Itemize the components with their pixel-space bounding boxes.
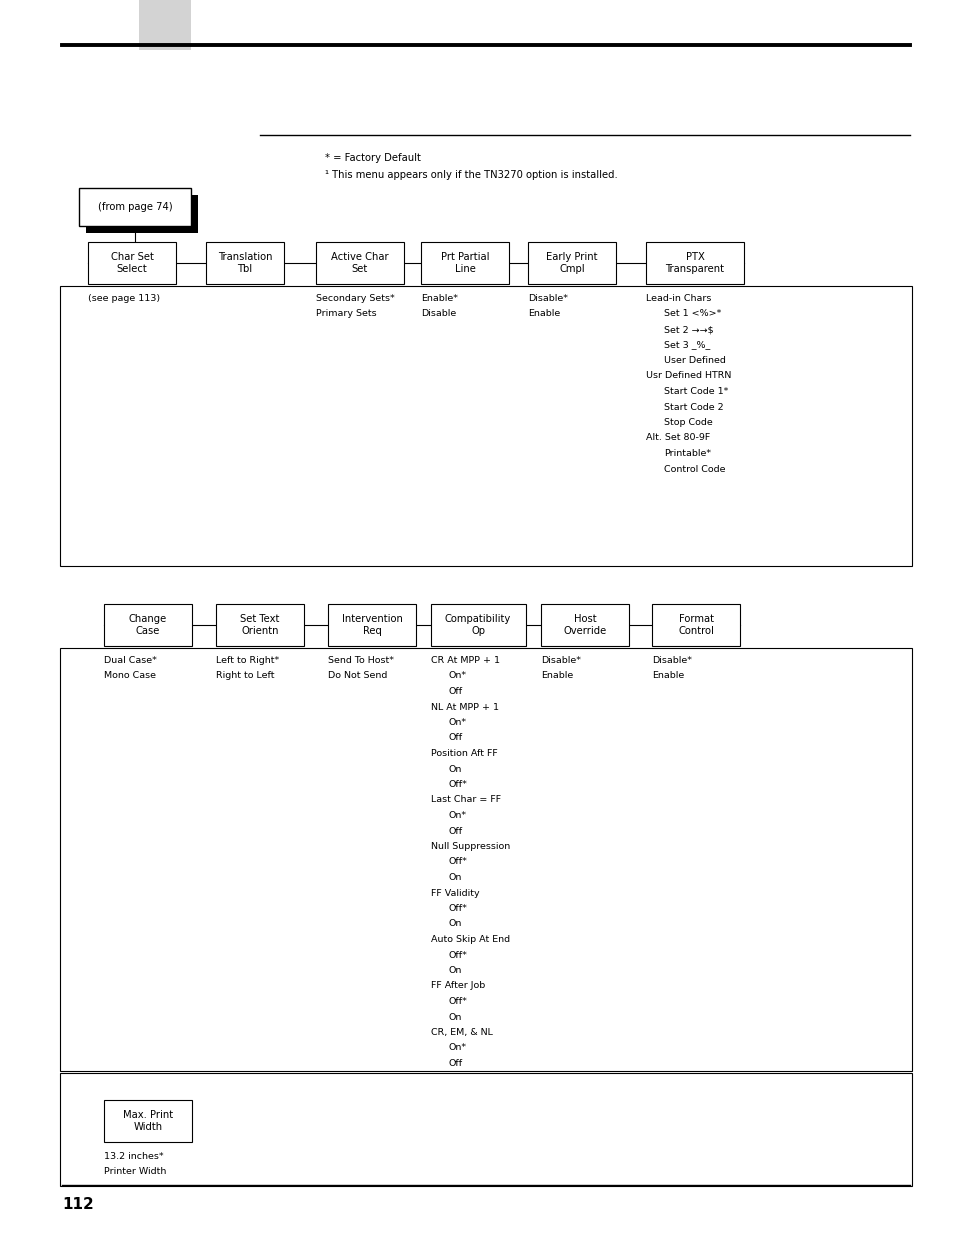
Text: Do Not Send: Do Not Send xyxy=(328,672,387,680)
Text: User Defined: User Defined xyxy=(663,356,725,366)
Text: Prt Partial
Line: Prt Partial Line xyxy=(440,252,489,274)
Text: Primary Sets: Primary Sets xyxy=(315,310,376,319)
Text: On: On xyxy=(448,920,461,929)
Text: On: On xyxy=(448,873,461,882)
Text: FF Validity: FF Validity xyxy=(430,888,478,898)
Text: Set Text
Orientn: Set Text Orientn xyxy=(240,614,279,636)
Text: Off*: Off* xyxy=(448,951,467,960)
Text: Control Code: Control Code xyxy=(663,464,724,473)
Text: Intervention
Req: Intervention Req xyxy=(341,614,402,636)
Text: Printable*: Printable* xyxy=(663,450,710,458)
Text: FF After Job: FF After Job xyxy=(430,982,484,990)
Text: PTX
Transparent: PTX Transparent xyxy=(665,252,723,274)
Bar xyxy=(540,604,628,646)
Bar xyxy=(315,242,403,284)
Text: Format
Control: Format Control xyxy=(678,614,713,636)
Text: Early Print
Cmpl: Early Print Cmpl xyxy=(546,252,598,274)
Bar xyxy=(60,1073,911,1186)
Text: Off*: Off* xyxy=(448,997,467,1007)
Text: Change
Case: Change Case xyxy=(129,614,167,636)
Text: Translation
Tbl: Translation Tbl xyxy=(217,252,272,274)
Bar xyxy=(104,604,192,646)
Text: Compatibility
Op: Compatibility Op xyxy=(444,614,511,636)
Bar xyxy=(88,242,175,284)
Text: Off: Off xyxy=(448,687,462,697)
Bar xyxy=(430,604,525,646)
Text: On: On xyxy=(448,1013,461,1021)
Text: On: On xyxy=(448,966,461,974)
Text: On*: On* xyxy=(448,811,466,820)
Bar xyxy=(206,242,284,284)
Text: Last Char = FF: Last Char = FF xyxy=(430,795,500,804)
Bar xyxy=(527,242,616,284)
Text: Printer Width: Printer Width xyxy=(104,1167,166,1177)
Text: Alt. Set 80-9F: Alt. Set 80-9F xyxy=(645,433,709,442)
Bar xyxy=(328,604,416,646)
Text: Off*: Off* xyxy=(448,857,467,867)
Text: Usr Defined HTRN: Usr Defined HTRN xyxy=(645,372,731,380)
Text: Send To Host*: Send To Host* xyxy=(328,656,394,664)
Text: On*: On* xyxy=(448,1044,466,1052)
Text: 13.2 inches*: 13.2 inches* xyxy=(104,1152,164,1161)
Text: Start Code 2: Start Code 2 xyxy=(663,403,723,411)
Text: Max. Print
Width: Max. Print Width xyxy=(123,1110,172,1131)
Text: CR, EM, & NL: CR, EM, & NL xyxy=(430,1028,492,1037)
Text: ¹ This menu appears only if the TN3270 option is installed.: ¹ This menu appears only if the TN3270 o… xyxy=(325,170,618,180)
Text: Auto Skip At End: Auto Skip At End xyxy=(430,935,509,944)
Text: Enable: Enable xyxy=(527,310,559,319)
Text: Position Aft FF: Position Aft FF xyxy=(430,748,497,758)
Text: Host
Override: Host Override xyxy=(563,614,606,636)
Text: Enable: Enable xyxy=(651,672,683,680)
Text: Enable: Enable xyxy=(540,672,573,680)
Bar xyxy=(215,604,304,646)
Text: Off*: Off* xyxy=(448,904,467,913)
Text: Disable*: Disable* xyxy=(540,656,580,664)
Text: Enable*: Enable* xyxy=(420,294,457,303)
Text: * = Factory Default: * = Factory Default xyxy=(325,153,420,163)
Text: Left to Right*: Left to Right* xyxy=(215,656,279,664)
Text: Set 3 _%_: Set 3 _%_ xyxy=(663,341,709,350)
Text: Mono Case: Mono Case xyxy=(104,672,156,680)
Text: (from page 74): (from page 74) xyxy=(97,203,172,212)
Bar xyxy=(60,287,911,566)
Text: Lead-in Chars: Lead-in Chars xyxy=(645,294,711,303)
Bar xyxy=(86,195,198,233)
Text: Null Suppression: Null Suppression xyxy=(430,842,509,851)
Text: Right to Left: Right to Left xyxy=(215,672,274,680)
Text: Set 1 <%>*: Set 1 <%>* xyxy=(663,310,720,319)
Bar xyxy=(645,242,743,284)
Bar xyxy=(104,1100,192,1142)
Text: NL At MPP + 1: NL At MPP + 1 xyxy=(430,703,498,711)
Text: Off: Off xyxy=(448,734,462,742)
Bar xyxy=(651,604,740,646)
Bar xyxy=(79,188,191,226)
Text: Active Char
Set: Active Char Set xyxy=(331,252,389,274)
Text: Disable: Disable xyxy=(420,310,456,319)
Text: CR At MPP + 1: CR At MPP + 1 xyxy=(430,656,499,664)
Text: Off: Off xyxy=(448,826,462,836)
Text: Off*: Off* xyxy=(448,781,467,789)
Text: On: On xyxy=(448,764,461,773)
Text: Disable*: Disable* xyxy=(527,294,567,303)
Text: On*: On* xyxy=(448,718,466,727)
Text: Char Set
Select: Char Set Select xyxy=(111,252,153,274)
Text: (see page 113): (see page 113) xyxy=(88,294,160,303)
Text: Stop Code: Stop Code xyxy=(663,417,712,427)
Bar xyxy=(420,242,509,284)
Text: On*: On* xyxy=(448,672,466,680)
Text: Set 2 →→$: Set 2 →→$ xyxy=(663,325,713,333)
Bar xyxy=(60,648,911,1071)
Text: Start Code 1*: Start Code 1* xyxy=(663,387,727,396)
Text: Secondary Sets*: Secondary Sets* xyxy=(315,294,395,303)
Text: Off: Off xyxy=(448,1058,462,1068)
Text: Dual Case*: Dual Case* xyxy=(104,656,156,664)
Text: 112: 112 xyxy=(62,1197,93,1212)
Text: Disable*: Disable* xyxy=(651,656,691,664)
Bar xyxy=(139,0,191,49)
